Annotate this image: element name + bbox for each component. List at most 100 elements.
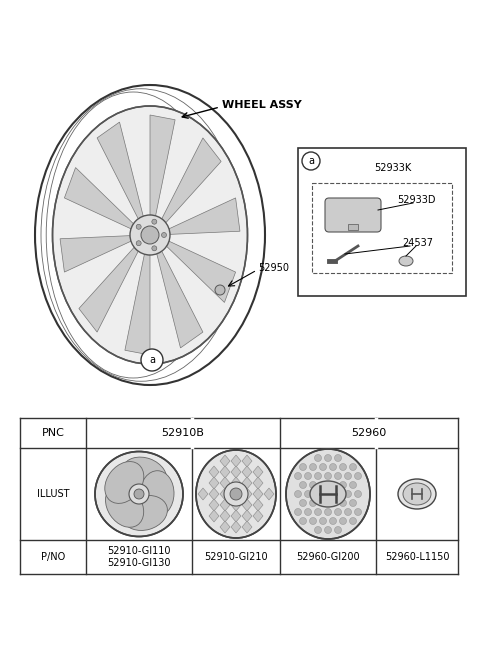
Circle shape xyxy=(304,491,312,497)
Circle shape xyxy=(314,526,322,533)
Circle shape xyxy=(304,472,312,480)
Polygon shape xyxy=(253,466,263,478)
Polygon shape xyxy=(242,521,252,533)
Circle shape xyxy=(339,482,347,489)
Ellipse shape xyxy=(95,451,183,537)
Circle shape xyxy=(320,482,326,489)
Text: 52960: 52960 xyxy=(351,428,386,438)
Ellipse shape xyxy=(403,483,431,505)
Text: 52950: 52950 xyxy=(258,263,289,273)
Circle shape xyxy=(329,499,336,507)
Circle shape xyxy=(355,472,361,480)
Text: 52960-GI200: 52960-GI200 xyxy=(296,552,360,562)
Polygon shape xyxy=(231,466,241,478)
Polygon shape xyxy=(209,466,219,478)
Polygon shape xyxy=(220,455,230,467)
Text: 52910-GI110
52910-GI130: 52910-GI110 52910-GI130 xyxy=(107,546,171,568)
Ellipse shape xyxy=(286,449,370,539)
Polygon shape xyxy=(79,247,138,332)
Circle shape xyxy=(224,482,248,506)
Polygon shape xyxy=(157,251,203,348)
Circle shape xyxy=(300,518,307,524)
Polygon shape xyxy=(231,510,241,522)
Circle shape xyxy=(335,526,341,533)
Polygon shape xyxy=(97,122,143,219)
Text: 52910-GI210: 52910-GI210 xyxy=(204,552,268,562)
Polygon shape xyxy=(253,499,263,511)
Circle shape xyxy=(349,499,357,507)
Circle shape xyxy=(141,226,159,244)
Circle shape xyxy=(324,526,332,533)
Circle shape xyxy=(161,233,167,237)
Ellipse shape xyxy=(52,106,248,364)
Polygon shape xyxy=(220,499,230,511)
Circle shape xyxy=(300,499,307,507)
Polygon shape xyxy=(209,499,219,511)
Circle shape xyxy=(136,240,141,246)
Circle shape xyxy=(335,509,341,516)
Circle shape xyxy=(339,518,347,524)
Circle shape xyxy=(324,491,332,497)
Circle shape xyxy=(215,285,225,295)
Text: 52933K: 52933K xyxy=(374,163,412,173)
Circle shape xyxy=(349,518,357,524)
Polygon shape xyxy=(60,236,131,272)
Polygon shape xyxy=(231,521,241,533)
Circle shape xyxy=(349,482,357,489)
Circle shape xyxy=(295,509,301,516)
Polygon shape xyxy=(242,499,252,511)
Text: a: a xyxy=(308,156,314,166)
Circle shape xyxy=(349,463,357,470)
Circle shape xyxy=(310,518,316,524)
Circle shape xyxy=(335,491,341,497)
Circle shape xyxy=(355,509,361,516)
Polygon shape xyxy=(125,254,150,355)
Polygon shape xyxy=(253,510,263,522)
Bar xyxy=(298,148,466,296)
Circle shape xyxy=(339,499,347,507)
Text: 24537: 24537 xyxy=(403,238,433,248)
Circle shape xyxy=(300,463,307,470)
Polygon shape xyxy=(220,477,230,489)
Circle shape xyxy=(320,499,326,507)
Ellipse shape xyxy=(105,462,144,503)
Ellipse shape xyxy=(399,256,413,266)
Polygon shape xyxy=(220,510,230,522)
Circle shape xyxy=(320,518,326,524)
Polygon shape xyxy=(209,488,219,500)
Polygon shape xyxy=(242,488,252,500)
Ellipse shape xyxy=(122,457,167,493)
Text: P/NO: P/NO xyxy=(41,552,65,562)
Text: 52960-L1150: 52960-L1150 xyxy=(385,552,449,562)
Polygon shape xyxy=(253,488,263,500)
Polygon shape xyxy=(231,499,241,511)
Polygon shape xyxy=(167,241,236,302)
Circle shape xyxy=(345,472,351,480)
Ellipse shape xyxy=(122,495,168,530)
Circle shape xyxy=(310,482,316,489)
Polygon shape xyxy=(242,455,252,467)
Ellipse shape xyxy=(196,450,276,538)
Polygon shape xyxy=(220,466,230,478)
Circle shape xyxy=(230,488,242,500)
Polygon shape xyxy=(220,521,230,533)
Polygon shape xyxy=(209,477,219,489)
Polygon shape xyxy=(231,488,241,500)
Polygon shape xyxy=(264,488,274,500)
Circle shape xyxy=(345,509,351,516)
Circle shape xyxy=(130,215,170,255)
Polygon shape xyxy=(231,455,241,467)
Ellipse shape xyxy=(140,470,174,516)
Circle shape xyxy=(329,482,336,489)
Circle shape xyxy=(314,509,322,516)
Text: 52933D: 52933D xyxy=(397,195,435,205)
Circle shape xyxy=(314,491,322,497)
Circle shape xyxy=(152,219,157,224)
Circle shape xyxy=(136,224,141,229)
Text: WHEEL ASSY: WHEEL ASSY xyxy=(222,100,302,110)
Ellipse shape xyxy=(310,481,346,507)
Circle shape xyxy=(295,491,301,497)
Circle shape xyxy=(345,491,351,497)
Polygon shape xyxy=(198,488,208,500)
Circle shape xyxy=(152,246,157,251)
